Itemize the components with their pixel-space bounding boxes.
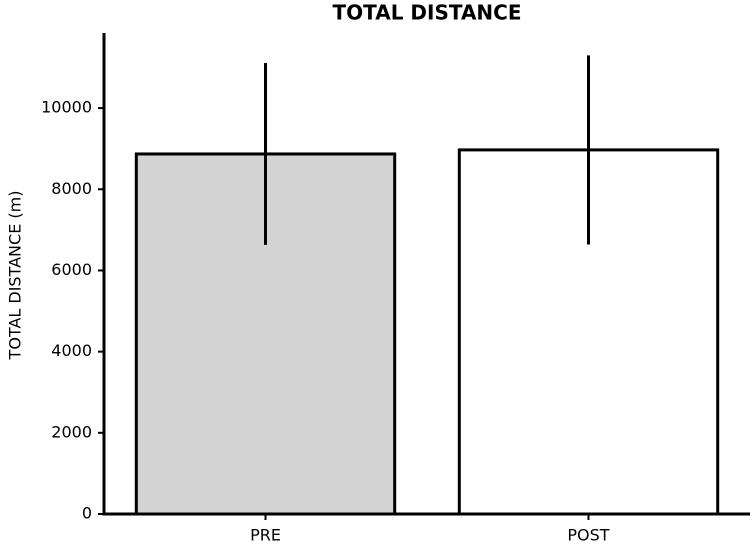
y-tick-label: 8000 — [51, 179, 92, 198]
chart-title: TOTAL DISTANCE — [332, 1, 521, 25]
x-tick-label: PRE — [250, 526, 281, 545]
y-tick-label: 0 — [82, 504, 92, 523]
y-tick-label: 2000 — [51, 422, 92, 441]
y-tick-label: 10000 — [41, 98, 92, 117]
y-tick-label: 6000 — [51, 260, 92, 279]
x-tick-label: POST — [567, 526, 609, 545]
y-tick-label: 4000 — [51, 341, 92, 360]
y-axis-label: TOTAL DISTANCE (m) — [6, 191, 25, 361]
